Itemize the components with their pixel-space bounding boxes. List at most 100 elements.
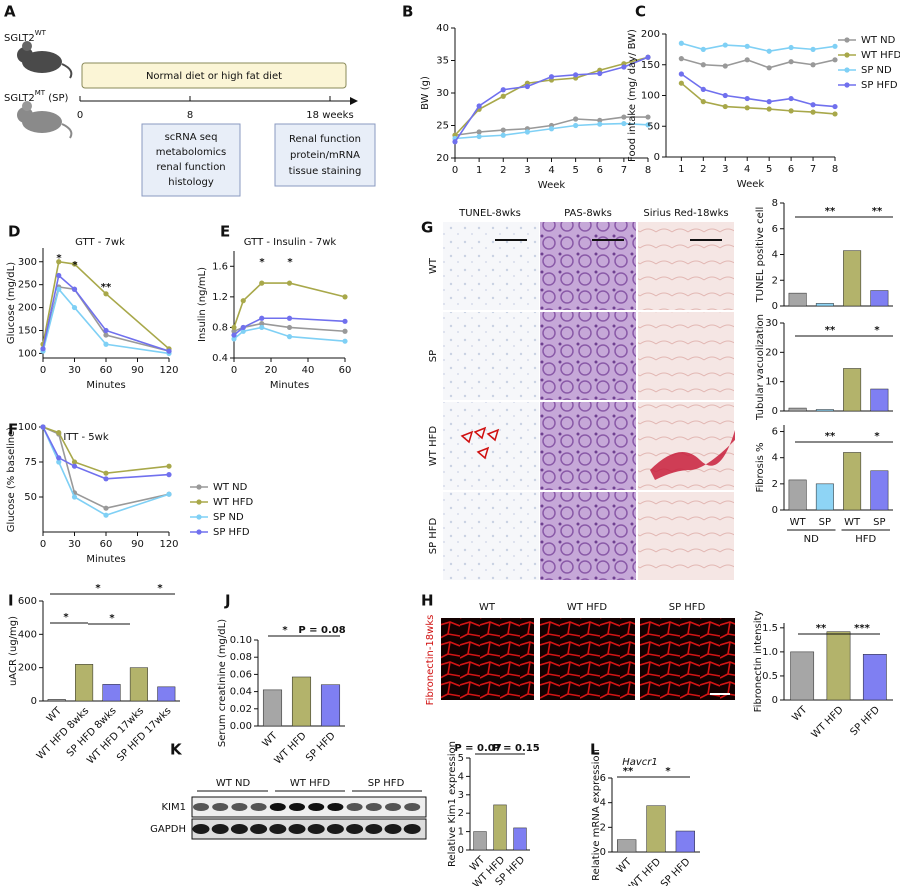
band	[288, 824, 306, 834]
marker	[71, 459, 78, 465]
step-text: protein/mRNA	[290, 150, 360, 161]
marker	[240, 324, 246, 331]
annotation: **	[101, 282, 112, 293]
x-tick-label: 5	[572, 165, 578, 176]
y-axis-label: Fibronectin intensity	[753, 611, 764, 713]
series-line	[681, 57, 836, 69]
bar	[262, 689, 283, 727]
x-tick-label: WT HFD	[810, 704, 846, 740]
panel-letter: L	[590, 741, 600, 759]
y-tick-label: 0.5	[762, 671, 778, 682]
y-tick-label: 35	[436, 56, 449, 67]
marker	[286, 315, 293, 321]
legend-marker	[844, 82, 850, 88]
y-axis-label: Fibrosis %	[755, 442, 766, 492]
row-label: WT HFD	[428, 426, 439, 466]
marker	[548, 126, 555, 132]
mouse-icon	[17, 41, 73, 79]
marker	[166, 491, 172, 497]
legend-label: WT ND	[861, 35, 896, 46]
micrograph	[443, 492, 539, 580]
annotation: **	[872, 206, 883, 217]
marker	[56, 259, 62, 265]
legend-label: SP HFD	[213, 527, 250, 538]
marker	[722, 92, 728, 99]
y-tick-label: 1.5	[762, 623, 778, 634]
bar	[129, 667, 148, 702]
annotation: **	[623, 766, 634, 777]
panel-h: H WT WT HFD SP HFD Fibronectin-18wks	[421, 592, 735, 705]
marker	[678, 40, 684, 46]
marker	[259, 321, 265, 327]
annotation: *	[874, 325, 880, 336]
panel-letter: H	[421, 592, 434, 610]
y-tick-label: 0	[31, 696, 37, 707]
band	[326, 824, 344, 834]
band	[308, 803, 325, 811]
genotype-label: SGLT2MT (SP)	[4, 89, 69, 104]
micrograph	[638, 402, 734, 490]
marker	[231, 324, 237, 331]
micrograph	[443, 402, 539, 490]
y-axis-label: Glucose (% baseline)	[6, 427, 17, 532]
column-label: Sirius Red-18wks	[643, 208, 728, 219]
y-tick-label: 0	[772, 505, 778, 516]
y-tick-label: 150	[641, 60, 660, 71]
y-tick-label: 10	[765, 377, 778, 388]
legend-label: SP ND	[861, 65, 892, 76]
marker	[231, 328, 237, 334]
step-text: metabolomics	[156, 147, 227, 158]
y-tick-label: 200	[18, 663, 37, 674]
marker	[573, 122, 579, 129]
band	[365, 824, 383, 834]
x-tick-label: WT	[844, 517, 861, 528]
marker	[40, 424, 46, 430]
step-box	[274, 123, 376, 187]
x-tick-label: 5	[766, 164, 772, 175]
x-tick-label: 4	[744, 164, 750, 175]
x-tick-label: 0	[40, 365, 46, 376]
marker	[621, 114, 627, 120]
y-tick-label: 6	[772, 427, 778, 438]
y-axis-label: Serum creatinine (mg/dL)	[217, 619, 228, 747]
legend-marker	[196, 484, 202, 490]
y-tick-label: 3	[458, 790, 464, 801]
marker	[452, 139, 458, 145]
group-label: WT HFD	[290, 778, 330, 789]
x-tick-label: 4	[548, 165, 554, 176]
marker	[166, 472, 172, 478]
band-label: KIM1	[162, 802, 187, 813]
annotation: *	[259, 257, 265, 268]
marker	[722, 63, 728, 69]
y-tick-label: 75	[24, 457, 37, 468]
marker	[342, 294, 348, 300]
marker	[500, 87, 506, 93]
panel-letter: E	[220, 223, 230, 241]
band	[404, 803, 421, 811]
band	[193, 803, 209, 811]
x-tick-label: 60	[100, 539, 113, 550]
panel-letter: G	[421, 219, 433, 237]
marker	[231, 332, 237, 338]
marker	[573, 116, 579, 122]
column-label: PAS-8wks	[564, 208, 612, 219]
marker	[788, 44, 794, 51]
arrowhead	[476, 446, 490, 460]
bar	[815, 303, 834, 307]
annotation: **	[816, 623, 827, 634]
legend-label: SP ND	[213, 512, 244, 523]
y-tick-label: 2	[458, 808, 464, 819]
x-tick-label: 3	[722, 164, 728, 175]
marker	[342, 328, 348, 334]
arrowhead	[460, 430, 474, 444]
x-tick-label: 7	[621, 165, 627, 176]
micrograph	[441, 618, 534, 700]
marker	[342, 338, 348, 344]
x-tick-label: 8	[645, 165, 651, 176]
y-tick-label: 4	[458, 771, 464, 782]
y-axis-label: Relative mRNA expression	[591, 749, 602, 881]
x-tick-label: WT	[790, 704, 810, 724]
y-tick-label: 200	[641, 29, 660, 40]
bar	[862, 654, 887, 701]
bar	[291, 676, 312, 727]
